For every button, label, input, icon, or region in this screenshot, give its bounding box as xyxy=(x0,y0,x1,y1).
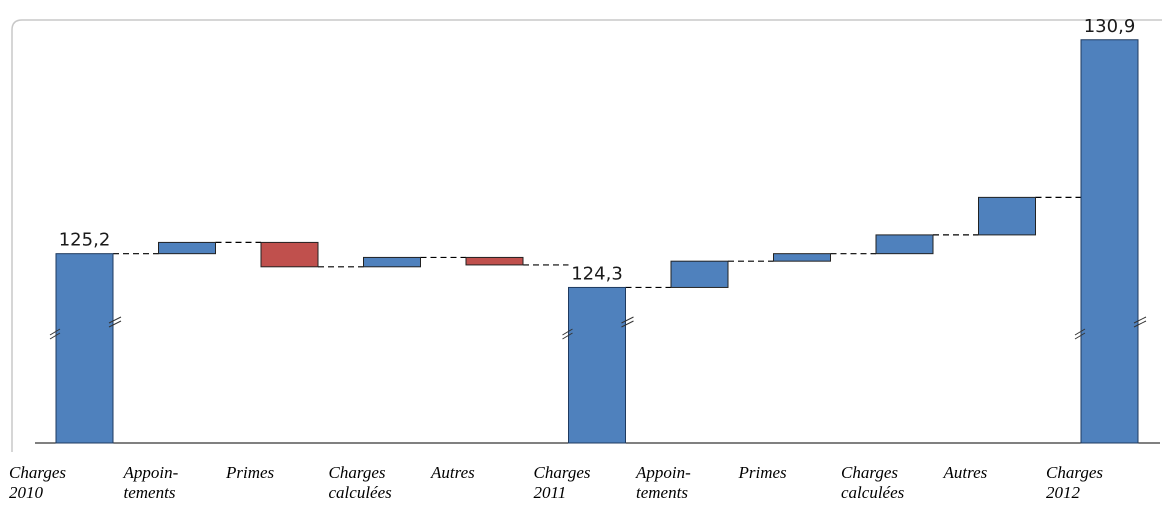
bar-decrease xyxy=(465,256,524,266)
plot-frame xyxy=(11,19,1162,452)
category-label: Charges xyxy=(841,463,898,482)
axis-break-mark xyxy=(1074,332,1086,340)
bar-increase xyxy=(363,256,421,268)
category-label: 2010 xyxy=(9,483,44,502)
bar-increase xyxy=(670,260,729,288)
category-label: calculées xyxy=(329,483,393,502)
axis-break-mark xyxy=(621,320,634,328)
axis-break-mark xyxy=(562,328,573,336)
axis-break-mark xyxy=(1074,328,1086,336)
category-label: Primes xyxy=(738,463,788,482)
bar-increase xyxy=(158,241,216,255)
category-label: tements xyxy=(124,483,176,502)
bar-total xyxy=(1080,39,1139,444)
value-label: 130,9 xyxy=(1084,16,1136,37)
value-label: 124,3 xyxy=(571,263,623,284)
axis-break-mark xyxy=(108,320,122,328)
axis-break-mark xyxy=(1133,316,1147,324)
bar-total xyxy=(55,253,114,444)
bar-increase xyxy=(875,234,934,255)
category-label: Charges xyxy=(329,463,386,482)
bar-increase xyxy=(978,196,1036,236)
axis-break-mark xyxy=(1133,320,1147,328)
bar-decrease xyxy=(260,241,319,268)
category-label: Appoin- xyxy=(123,463,179,482)
axis-break-mark xyxy=(562,332,573,340)
category-label: Charges xyxy=(9,463,66,482)
axis-break-mark xyxy=(49,328,61,336)
category-label: tements xyxy=(636,483,688,502)
bar-increase xyxy=(773,253,831,262)
category-label: 2012 xyxy=(1046,483,1081,502)
category-label: Charges xyxy=(1046,463,1103,482)
category-label: Primes xyxy=(225,463,275,482)
axis-break-mark xyxy=(108,316,122,324)
bar-total xyxy=(568,286,626,444)
category-label: 2011 xyxy=(534,483,567,502)
value-label: 125,2 xyxy=(59,230,111,251)
category-label: Autres xyxy=(430,463,475,482)
category-label: Appoin- xyxy=(635,463,691,482)
category-label: Charges xyxy=(534,463,591,482)
axis-break-mark xyxy=(621,316,634,324)
axis-break-mark xyxy=(49,332,61,340)
category-label: Autres xyxy=(943,463,988,482)
category-label: calculées xyxy=(841,483,905,502)
